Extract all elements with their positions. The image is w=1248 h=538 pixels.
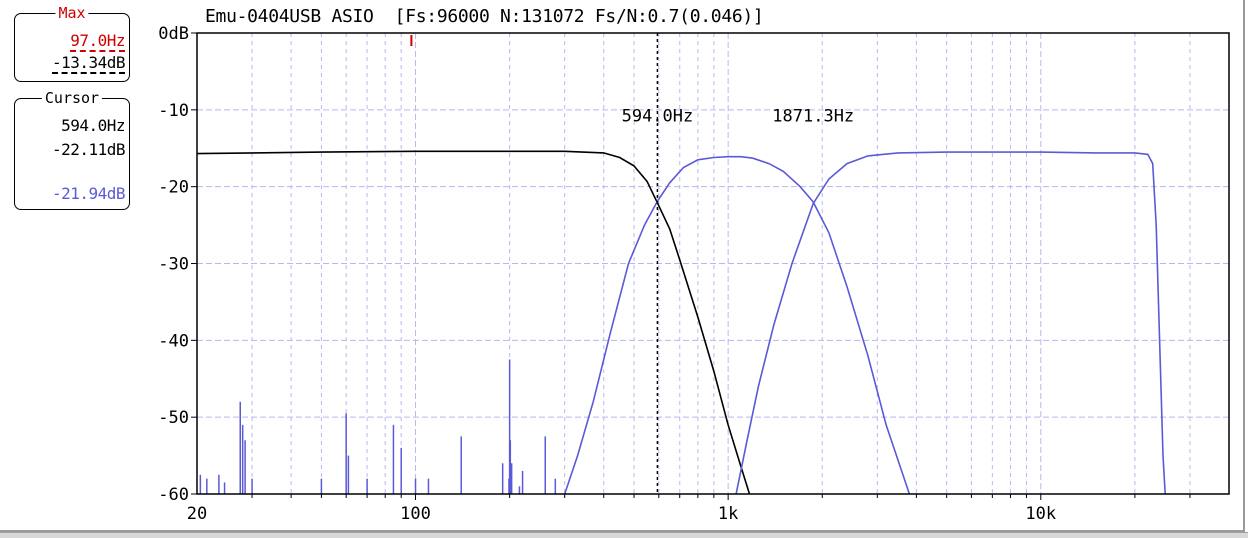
max-panel: Max 97.0Hz -13.34dB [14,5,130,82]
y-tick-label: -60 [158,485,189,505]
cursor-level-blue: -21.94dB [51,184,126,203]
overlay-layer: 594.0Hz 1871.3Hz [410,33,854,494]
y-tick-label: -20 [158,178,189,198]
x-tick-label: 100 [400,504,431,524]
status-strip [0,532,1248,538]
x-tick-label: 1k [718,504,738,524]
device-name: Emu-0404USB ASIO [205,6,374,27]
y-tick-label: -40 [158,331,189,351]
annotation-label: 1871.3Hz [772,106,854,126]
analysis-params: [Fs:96000 N:131072 Fs/N:0.7(0.046)] [394,6,764,27]
cursor-panel-title: Cursor [41,90,103,106]
series-line-2 [735,151,1166,495]
max-level: -13.34dB [51,53,126,74]
y-tick-label: -30 [158,255,189,275]
x-tick-label: 10k [1025,504,1056,524]
cursor-frequency: 594.0Hz [61,116,125,135]
x-tick-label: 20 [187,504,207,524]
chart-header: Emu-0404USB ASIO [Fs:96000 N:131072 Fs/N… [205,6,764,28]
grid-layer [197,33,1229,494]
cursor-label: 594.0Hz [622,106,694,126]
cursor-level-black: -22.11dB [51,140,126,159]
series-line-0 [196,150,751,495]
y-tick-label: -10 [158,101,189,121]
max-frequency: 97.0Hz [70,31,125,52]
y-tick-label: 0dB [158,24,189,44]
series-layer [196,150,1166,495]
max-panel-title: Max [55,5,89,21]
cursor-panel: Cursor 594.0Hz -22.11dB -21.94dB [14,90,130,210]
y-tick-label: -50 [158,408,189,428]
series-line-1 [563,155,911,495]
